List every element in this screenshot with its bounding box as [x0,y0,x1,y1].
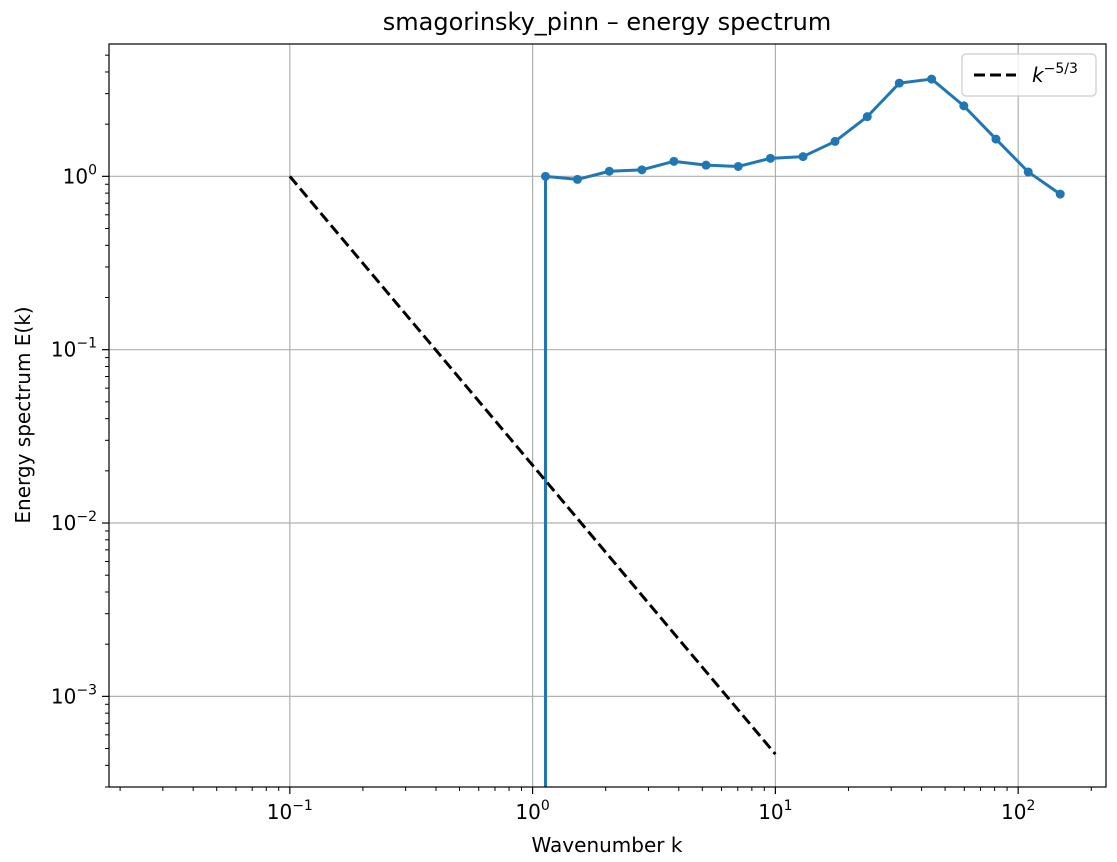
spectrum-point [765,153,775,163]
y-tick-label: 10−1 [51,336,97,362]
legend-label: k−5/3 [1032,61,1078,87]
spectrum-point [572,174,582,184]
axis-tick-labels: 10−1 100 101 102 10−3 10−2 10−1 100 [51,162,1035,824]
spectrum-point [540,171,550,181]
y-tick-label: 10−2 [51,509,97,535]
spectrum-point [669,156,679,166]
axis-ticks [102,54,1092,794]
spectrum-point [733,161,743,171]
grid-lines [109,44,1106,787]
legend-box [961,53,1097,97]
spectrum-point [991,134,1001,144]
x-tick-label: 101 [758,798,792,824]
y-tick-label: 10−3 [51,682,97,708]
legend: k−5/3 [961,53,1097,97]
reference-slope-line [288,175,777,756]
y-tick-label: 100 [63,162,97,188]
x-tick-label: 10−1 [267,798,313,824]
spectrum-point [830,136,840,146]
spectrum-point [959,101,969,111]
spectrum-point [701,160,711,170]
spectrum-point [637,165,647,175]
plot-area [288,74,1065,787]
chart-title: smagorinsky_pinn – energy spectrum [383,8,831,36]
x-tick-label: 100 [515,798,549,824]
spectrum-line [543,77,1062,787]
axes-frame [108,43,1107,788]
spectrum-point [1023,167,1033,177]
spectrum-point [1055,189,1065,199]
x-axis-label: Wavenumber k [532,833,683,857]
spectrum-point [894,78,904,88]
spectrum-point [927,74,937,84]
spectrum-point [862,112,872,122]
y-axis-label: Energy spectrum E(k) [11,306,35,523]
spectrum-point [604,166,614,176]
spectrum-point [798,152,808,162]
x-tick-label: 102 [1001,798,1035,824]
